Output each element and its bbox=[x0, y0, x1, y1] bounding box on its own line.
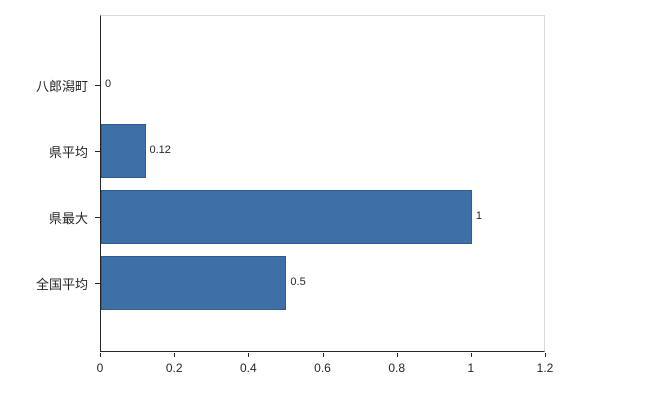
category-label: 県最大 bbox=[48, 211, 88, 226]
x-axis-tick bbox=[470, 353, 472, 357]
category-label: 全国平均 bbox=[35, 277, 88, 292]
y-axis-tick bbox=[95, 283, 100, 284]
x-tick-label: 0.8 bbox=[388, 361, 405, 375]
x-axis-tick bbox=[545, 353, 546, 357]
category-label: 県平均 bbox=[48, 145, 88, 160]
x-tick-label: 0.4 bbox=[239, 361, 257, 375]
x-tick-label: 0 bbox=[96, 361, 104, 375]
y-axis-tick bbox=[95, 85, 100, 86]
value-label: 0.5 bbox=[290, 276, 306, 288]
value-label: 0 bbox=[105, 78, 112, 90]
x-tick-label: 0.2 bbox=[165, 361, 183, 375]
x-tick-label: 1.2 bbox=[536, 361, 554, 375]
x-tick-label: 1 bbox=[467, 361, 475, 375]
bar bbox=[101, 256, 287, 310]
x-axis-tick bbox=[174, 353, 176, 357]
x-axis-tick bbox=[248, 353, 250, 357]
y-axis-tick bbox=[95, 217, 100, 218]
bar bbox=[101, 124, 146, 178]
y-axis-tick bbox=[95, 151, 100, 152]
x-axis-tick bbox=[100, 353, 101, 357]
bar bbox=[101, 190, 472, 244]
x-tick-label: 0.6 bbox=[314, 361, 331, 375]
x-axis-tick bbox=[396, 353, 398, 357]
x-axis-tick bbox=[322, 353, 324, 357]
value-label: 0.12 bbox=[149, 144, 171, 156]
value-label: 1 bbox=[475, 210, 482, 222]
category-label: 八郎潟町 bbox=[35, 79, 88, 94]
